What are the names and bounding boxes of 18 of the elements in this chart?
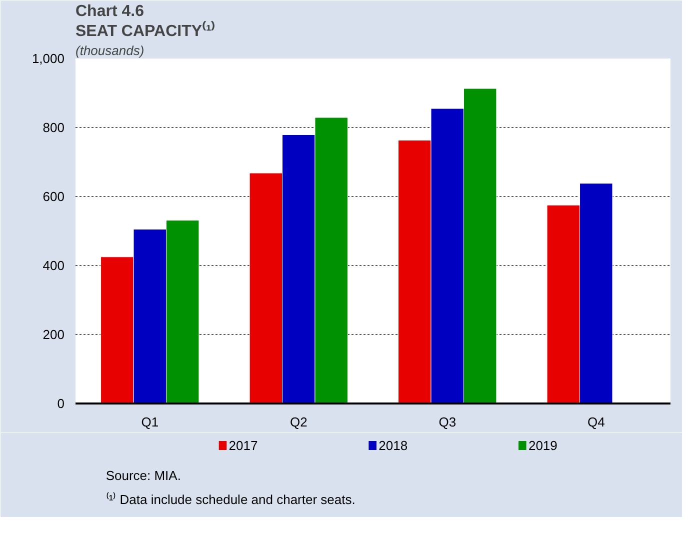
y-tick-label: 0 bbox=[57, 396, 65, 411]
x-tick-label: Q2 bbox=[290, 414, 308, 430]
x-tick-label: Q1 bbox=[141, 414, 159, 430]
y-tick-label: 400 bbox=[42, 258, 65, 273]
chart-subtitle: SEAT CAPACITY⁽¹⁾ bbox=[76, 21, 216, 40]
text: ⁽¹⁾ Data include schedule and charter seats. bbox=[106, 492, 356, 507]
source-note: Source: MIA. bbox=[106, 468, 181, 483]
legend-label: 2019 bbox=[528, 438, 558, 453]
x-tick-label: Q3 bbox=[438, 414, 456, 430]
x-tick-label: Q4 bbox=[587, 414, 605, 430]
legend-label: 2018 bbox=[378, 438, 408, 453]
y-tick-label: 1,000 bbox=[32, 51, 65, 66]
legend-label: 2017 bbox=[228, 438, 258, 453]
y-tick-label: 600 bbox=[42, 189, 65, 204]
chart-title: Chart 4.6 bbox=[76, 3, 144, 20]
y-tick-label: 800 bbox=[42, 120, 65, 135]
y-tick-label: 200 bbox=[42, 327, 65, 342]
y-axis-title: (thousands) bbox=[76, 43, 144, 58]
